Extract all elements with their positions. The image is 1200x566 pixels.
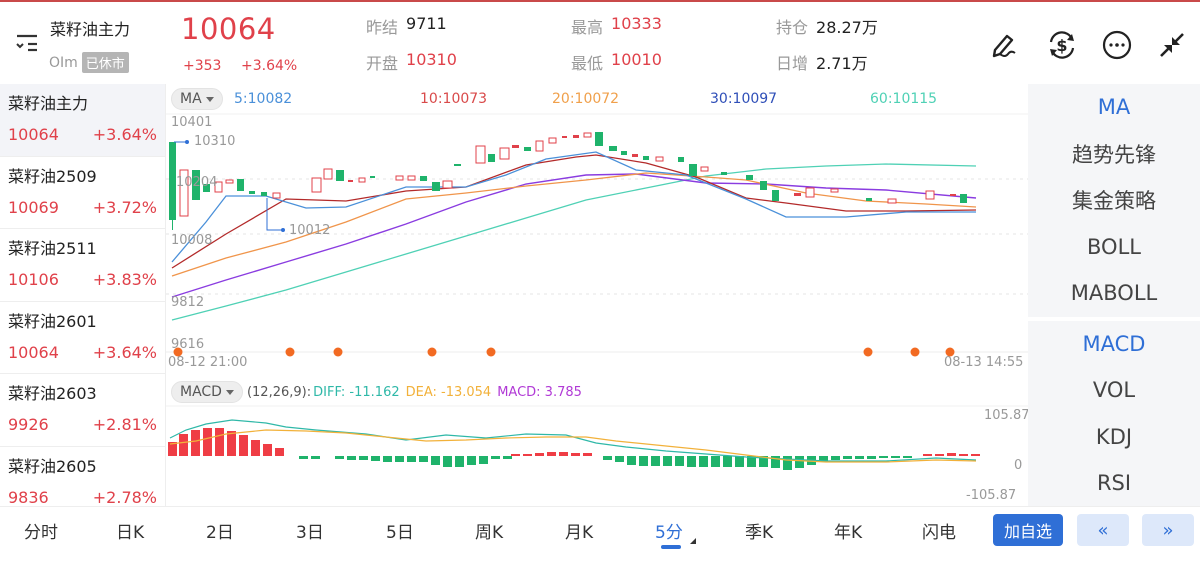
tab-year[interactable]: 年K: [834, 523, 863, 543]
indicator-boll[interactable]: BOLL: [1087, 234, 1141, 259]
tab-flash[interactable]: 闪电: [922, 523, 956, 543]
end-time-label: 08-13 14:55: [944, 355, 1024, 370]
macd-selector[interactable]: MACD: [171, 381, 243, 403]
period-tabbar: 分时 日K 2日 3日 5日 周K 月K 5分 季K 年K 闪电 加自选 « »: [0, 506, 1200, 566]
selected-tab-indicator: [661, 545, 681, 549]
ma5-value: 5:10082: [234, 91, 293, 107]
exchange-code: OIm: [49, 54, 78, 71]
quote-header: 菜籽油主力 OIm 已休市 10064 +353 +3.64% 昨结 9711 开…: [0, 2, 1200, 84]
tab-2day[interactable]: 2日: [206, 523, 234, 543]
contract-subtitle: OIm 已休市: [49, 52, 129, 73]
indicator-macd[interactable]: MACD: [1082, 331, 1146, 356]
ma30-value: 30:10097: [710, 91, 778, 107]
stat-low: 最低 10010: [571, 50, 662, 73]
macd-dea-value: DEA: -13.054: [405, 384, 492, 400]
tab-5day[interactable]: 5日: [386, 523, 414, 543]
ma-selector[interactable]: MA: [171, 88, 223, 110]
add-watchlist-button[interactable]: 加自选: [993, 514, 1063, 546]
macd-axis-bottom: -105.87: [966, 488, 1017, 503]
stat-high: 最高 10333: [571, 14, 662, 37]
indicator-kdj[interactable]: KDJ: [1095, 424, 1133, 449]
tab-3day[interactable]: 3日: [296, 523, 324, 543]
indicator-divider: [1028, 316, 1200, 321]
tab-intraday[interactable]: 分时: [24, 523, 58, 543]
chevron-down-icon: [205, 96, 214, 102]
last-price: 10064: [181, 12, 276, 46]
macd-axis-top: 105.87: [984, 408, 1030, 423]
svg-text:$: $: [1056, 36, 1067, 55]
indicator-vol[interactable]: VOL: [1092, 378, 1136, 403]
ma10-value: 10:10073: [420, 91, 488, 107]
stat-prev-settle: 昨结 9711: [366, 14, 447, 37]
contract-item[interactable]: 菜籽油主力 10064 +3.64%: [0, 84, 165, 157]
indicator-strategy[interactable]: 集金策略: [1072, 189, 1156, 214]
indicator-maboll[interactable]: MABOLL: [1070, 281, 1158, 306]
chevron-down-icon: [225, 389, 234, 395]
period-dropdown-icon[interactable]: [690, 538, 696, 544]
macd-diff-value: DIFF: -11.162: [313, 384, 400, 400]
ma20-value: 20:10072: [552, 91, 620, 107]
tab-5min[interactable]: 5分: [655, 523, 683, 543]
price-axis-label: 10204: [176, 175, 218, 190]
price-axis-label: 10008: [171, 233, 213, 248]
collapse-icon[interactable]: [1155, 28, 1189, 62]
kline-chart[interactable]: MA 5:10082 10:10073 20:10072 30:10097 60…: [166, 84, 1030, 506]
price-change: +353: [183, 58, 222, 74]
contract-item[interactable]: 菜籽油2601 10064 +3.64%: [0, 302, 165, 374]
next-chevron-icon[interactable]: »: [1142, 514, 1194, 546]
contract-title: 菜籽油主力: [50, 20, 131, 39]
tab-month[interactable]: 月K: [565, 523, 594, 543]
indicator-rsi[interactable]: RSI: [1096, 471, 1132, 496]
ma-legend: MA 5:10082 10:10073 20:10072 30:10097 60…: [166, 84, 1028, 114]
contract-item[interactable]: 菜籽油2511 10106 +3.83%: [0, 229, 165, 302]
high-price-marker: 10310: [194, 134, 236, 149]
ma60-value: 60:10115: [870, 91, 938, 107]
indicator-panel: MA 趋势先锋 集金策略 BOLL MABOLL MACD VOL KDJ RS…: [1028, 84, 1200, 506]
top-accent-line: [0, 0, 1200, 2]
currency-exchange-icon[interactable]: $: [1045, 28, 1079, 62]
macd-legend: MACD (12,26,9): DIFF: -11.162 DEA: -13.0…: [166, 378, 582, 406]
price-axis-label: 9616: [171, 337, 205, 352]
prev-chevron-icon[interactable]: «: [1077, 514, 1129, 546]
contract-item[interactable]: 菜籽油2605 9836 +2.78%: [0, 447, 165, 507]
indicator-trend[interactable]: 趋势先锋: [1072, 142, 1156, 167]
contract-list-toggle-icon[interactable]: [14, 32, 40, 54]
contract-list: 菜籽油主力 10064 +3.64% 菜籽油2509 10069 +3.72% 菜籽…: [0, 84, 166, 506]
price-axis-label: 10401: [171, 115, 213, 130]
tab-week[interactable]: 周K: [475, 523, 504, 543]
draw-icon[interactable]: [987, 28, 1021, 62]
stat-daily-increase: 日增 2.71万: [776, 54, 868, 73]
more-icon[interactable]: [1100, 28, 1134, 62]
tab-day[interactable]: 日K: [116, 523, 145, 543]
indicator-ma[interactable]: MA: [1097, 95, 1131, 120]
macd-value: MACD: 3.785: [497, 384, 582, 400]
tab-quarter[interactable]: 季K: [745, 523, 774, 543]
stat-open: 开盘 10310: [366, 50, 457, 73]
macd-axis-zero: 0: [1014, 458, 1023, 473]
contract-item[interactable]: 菜籽油2509 10069 +3.72%: [0, 157, 165, 229]
price-change-pct: +3.64%: [241, 58, 298, 74]
start-time-label: 08-12 21:00: [168, 355, 248, 370]
contract-item[interactable]: 菜籽油2603 9926 +2.81%: [0, 374, 165, 447]
price-axis-label: 9812: [171, 295, 205, 310]
low-price-marker: 10012: [289, 223, 331, 238]
market-status-badge: 已休市: [81, 52, 129, 73]
kline-plot: [166, 113, 1028, 470]
stat-open-interest: 持仓 28.27万: [776, 18, 878, 37]
